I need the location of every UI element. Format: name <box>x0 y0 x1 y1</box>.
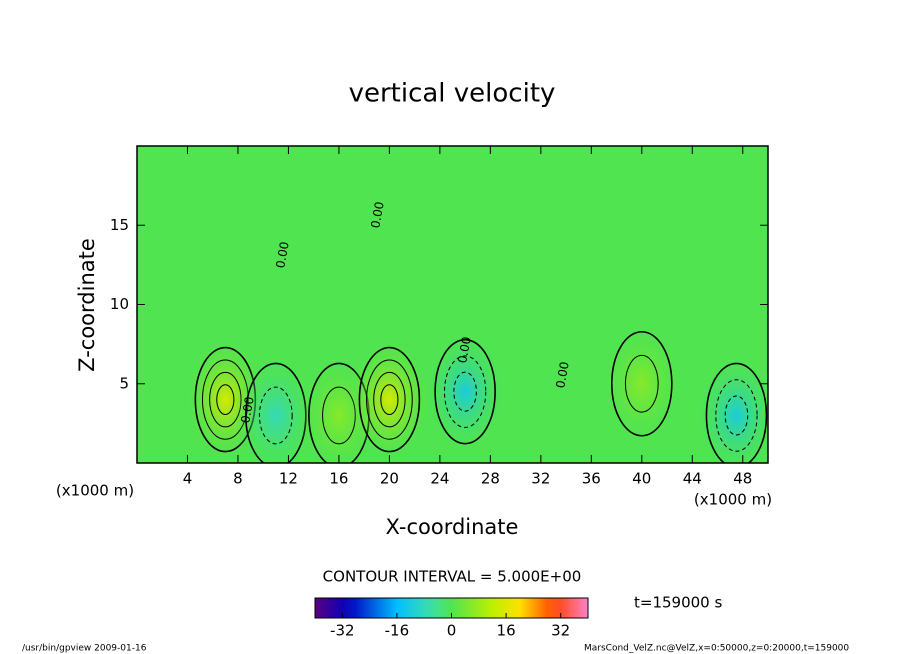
field-core <box>233 353 318 463</box>
contour-line <box>258 386 293 445</box>
x-tick-label: 12 <box>279 470 298 488</box>
chart-title: vertical velocity <box>349 79 556 109</box>
x-unit: (x1000 m) <box>694 491 772 509</box>
contour-line <box>216 384 235 415</box>
contour-line <box>380 384 399 415</box>
y-axis-label: Z-coordinate <box>75 238 99 372</box>
colorbar-tick-label: -32 <box>330 622 355 640</box>
field-core <box>599 321 684 446</box>
contour-line <box>715 379 758 452</box>
y-unit: (x1000 m) <box>56 482 134 500</box>
time-label: t=159000 s <box>634 594 722 612</box>
x-tick-label: 4 <box>183 470 193 488</box>
x-tick-label: 28 <box>481 470 500 488</box>
y-tick-label: 10 <box>110 295 129 313</box>
x-tick-label: 48 <box>733 470 752 488</box>
field: 0.00 0.00 0.00 0.00 0.00 <box>183 201 768 463</box>
contour-line <box>358 346 421 453</box>
field-core <box>423 329 508 454</box>
contour-line <box>624 354 659 413</box>
contour-line <box>443 355 487 428</box>
y-tick-label: 5 <box>119 374 129 392</box>
colorbar-tick-label: 32 <box>551 622 570 640</box>
y-tick-label: 15 <box>110 216 129 234</box>
footer-left: /usr/bin/gpview 2009-01-16 <box>22 644 147 654</box>
contour-label: 0.00 <box>368 201 386 230</box>
footer-right: MarsCond_VelZ.nc@VelZ,x=0:50000,z=0:2000… <box>584 644 849 654</box>
contour-line <box>610 330 673 437</box>
x-tick-label: 36 <box>582 470 601 488</box>
contour-line <box>366 359 413 440</box>
x-tick-label: 24 <box>430 470 449 488</box>
x-axis-label: X-coordinate <box>386 515 519 539</box>
colorbar-tick-label: -16 <box>385 622 410 640</box>
colorbar-tick-label: 0 <box>447 622 457 640</box>
colorbar-tick-label: 16 <box>497 622 516 640</box>
contour-label: 0.00 <box>553 361 571 390</box>
field-core <box>347 337 432 462</box>
x-tick-label: 8 <box>233 470 243 488</box>
contour-label: 0.00 <box>238 396 256 425</box>
contour-label: 0.00 <box>273 241 291 270</box>
x-tick-label: 40 <box>632 470 651 488</box>
x-tick-label: 44 <box>683 470 702 488</box>
contour-interval: CONTOUR INTERVAL = 5.000E+00 <box>323 568 582 586</box>
x-tick-label: 20 <box>380 470 399 488</box>
contour-line <box>724 395 749 436</box>
contour-line <box>434 338 496 445</box>
contour-label: 0.00 <box>455 336 473 365</box>
contour-line <box>705 362 768 463</box>
contour-line <box>373 371 406 428</box>
x-tick-label: 32 <box>531 470 550 488</box>
field-core <box>694 353 768 463</box>
contour-line <box>453 371 477 412</box>
x-tick-label: 16 <box>329 470 348 488</box>
